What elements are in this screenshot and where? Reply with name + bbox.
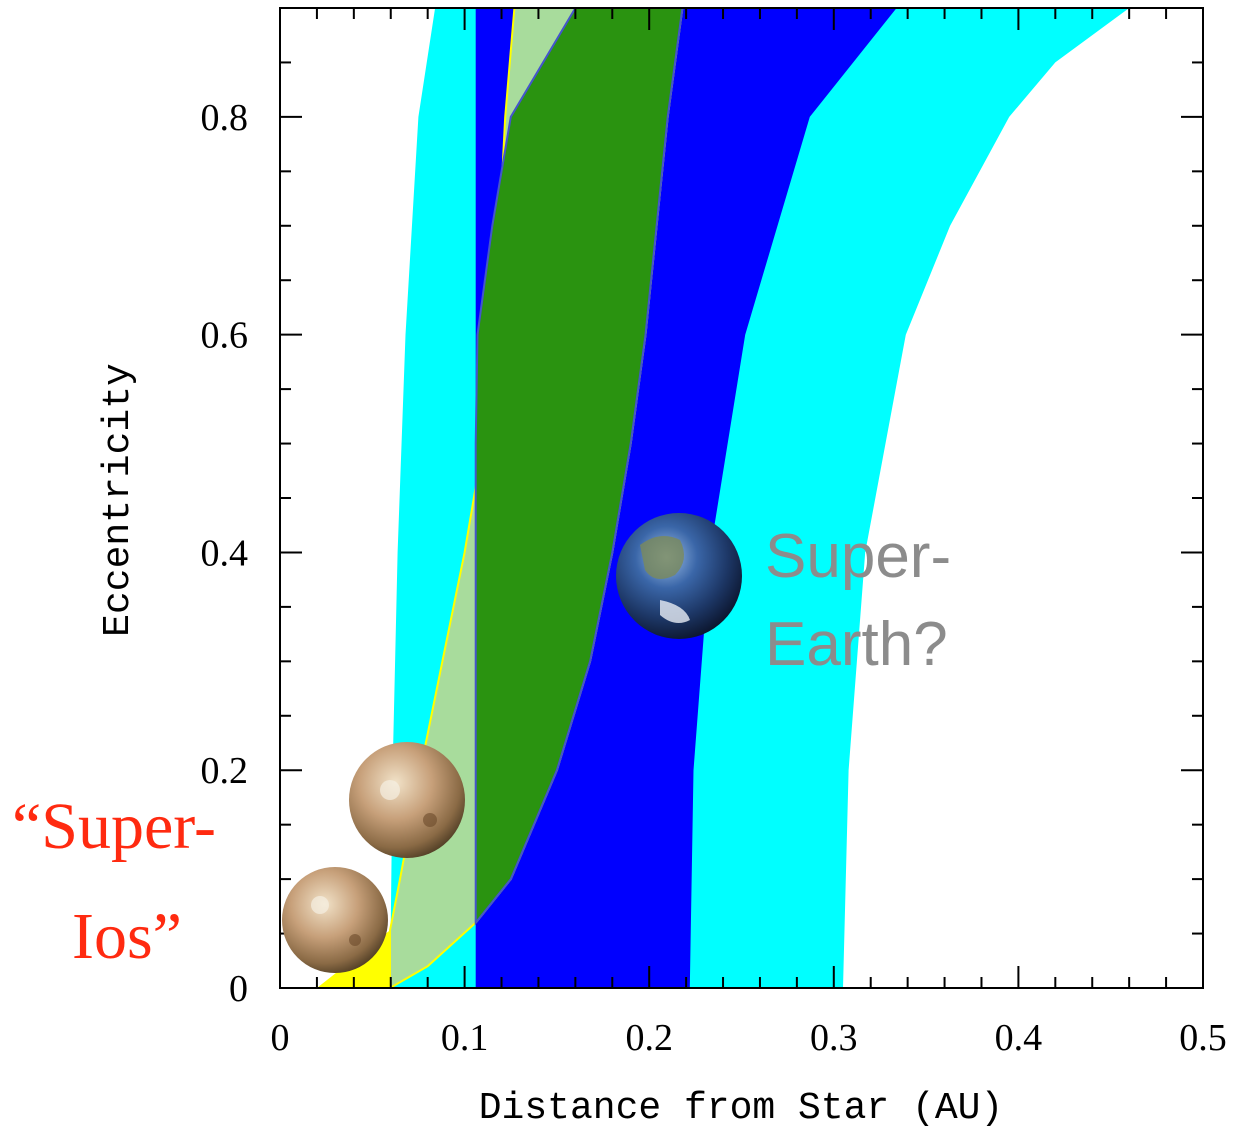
earth-image <box>616 513 742 639</box>
plot-area <box>316 8 1130 988</box>
x-tick-label: 0.1 <box>441 1017 489 1059</box>
annotation: Earth? <box>765 610 948 679</box>
y-tick-label: 0.2 <box>201 750 249 792</box>
x-tick-label: 0.5 <box>1179 1017 1227 1059</box>
y-tick-label: 0.6 <box>201 315 249 357</box>
region <box>474 8 684 926</box>
annotation: Ios” <box>72 900 182 973</box>
y-tick-label: 0.4 <box>201 532 249 574</box>
annotations: Super- Earth? “Super- Ios” <box>12 522 951 973</box>
x-tick-label: 0 <box>271 1017 290 1059</box>
x-tick-label: 0.2 <box>625 1017 673 1059</box>
io-image <box>282 867 388 973</box>
x-axis-title: Distance from Star (AU) <box>479 1087 1004 1130</box>
annotation: “Super- <box>12 790 216 863</box>
annotation: Super- <box>765 522 951 591</box>
y-axis-title: Eccentricity <box>97 363 140 637</box>
axes: 0 0.1 0.2 0.3 0.4 0.5 0 0.2 0.4 0.6 0.8 <box>201 8 1227 1059</box>
x-tick-label: 0.4 <box>995 1017 1043 1059</box>
y-tick-label: 0.8 <box>201 97 249 139</box>
y-tick-label: 0 <box>229 968 248 1010</box>
io-image <box>349 742 465 858</box>
plot-frame <box>279 7 1204 989</box>
x-tick-label: 0.3 <box>810 1017 858 1059</box>
